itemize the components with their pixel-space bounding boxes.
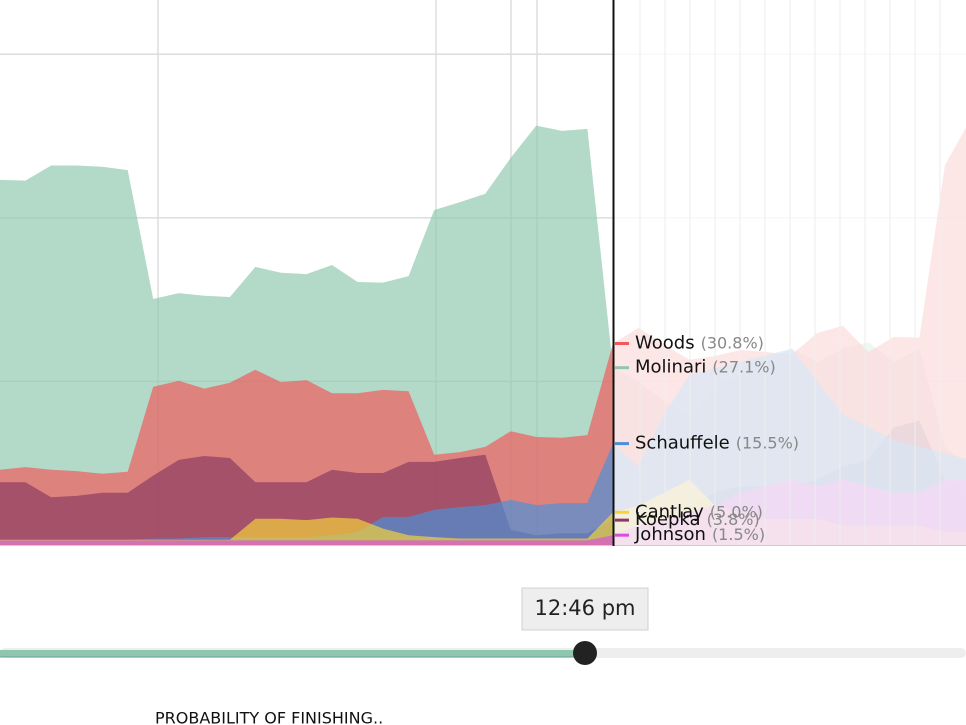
series-value: (5.0%) <box>710 502 763 521</box>
series-value: (30.8%) <box>701 333 764 352</box>
series-name: Woods <box>635 332 695 353</box>
series-label: Koepka (3.8%) <box>635 509 760 530</box>
series-labels: Molinari (27.1%) Woods (30.8%) Koepka (3.8%) S… <box>615 332 799 545</box>
series-value: (3.8%) <box>707 510 760 529</box>
series-name: Molinari <box>635 357 706 378</box>
series-label: Woods (30.8%) <box>635 332 764 353</box>
series-label: Molinari (27.1%) <box>635 357 776 378</box>
slider-knob[interactable] <box>573 641 597 665</box>
series-label: Johnson (1.5%) <box>634 524 765 545</box>
series-label: Schauffele (15.5%) <box>635 433 799 454</box>
time-label: 12:46 pm <box>535 596 636 620</box>
series-name: Koepka <box>635 509 701 530</box>
future-grid <box>639 0 941 545</box>
footer-heading: PROBABILITY OF FINISHING.. <box>155 709 383 725</box>
series-name: Schauffele <box>635 433 730 454</box>
series-value: (27.1%) <box>712 357 775 376</box>
time-box <box>521 587 649 631</box>
series-value: (1.5%) <box>712 525 765 544</box>
series-value: (15.5%) <box>736 433 799 452</box>
series-name: Johnson <box>634 524 706 545</box>
series-name: Cantlay <box>635 501 704 522</box>
slider-fill <box>0 650 585 657</box>
series-label: Cantlay (5.0%) <box>635 501 763 522</box>
